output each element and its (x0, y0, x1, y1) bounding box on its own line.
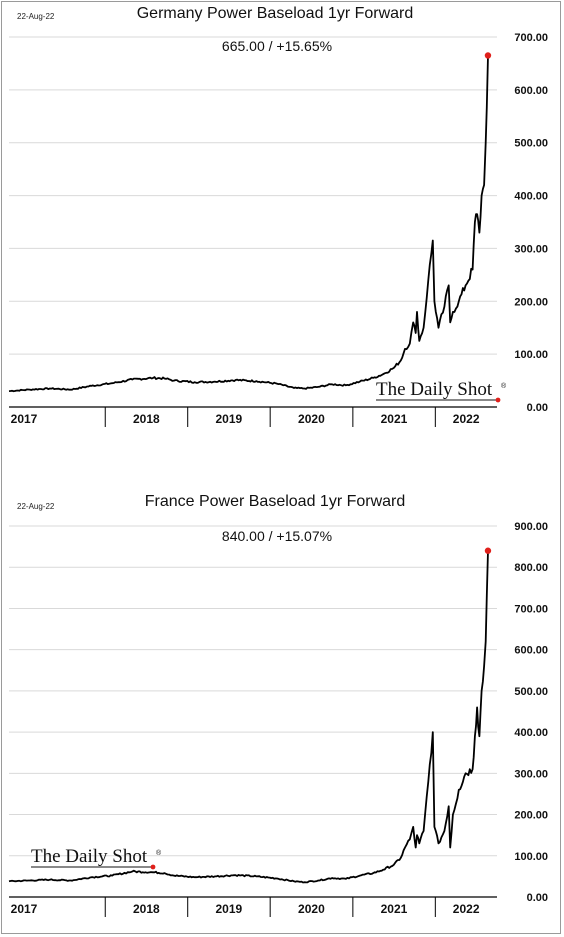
x-tick-label: 2020 (298, 902, 325, 916)
y-tick-label: 0.00 (527, 892, 548, 904)
y-tick-label: 200.00 (514, 810, 548, 822)
date-label: 22-Aug-22 (17, 502, 55, 511)
y-tick-label: 0.00 (527, 402, 548, 414)
x-tick-label: 2020 (298, 412, 325, 426)
y-tick-label: 300.00 (514, 243, 548, 255)
y-tick-label: 400.00 (514, 191, 548, 203)
series-line (8, 55, 489, 393)
last-value-marker (484, 547, 492, 554)
y-tick-label: 400.00 (514, 727, 548, 739)
logo-text: The Daily Shot (31, 846, 148, 867)
y-tick-label: 600.00 (514, 85, 548, 97)
y-tick-label: 500.00 (514, 138, 548, 150)
x-tick-label: 2017 (11, 902, 38, 916)
chart-title: Germany Power Baseload 1yr Forward (137, 5, 414, 22)
y-tick-label: 600.00 (514, 645, 548, 657)
x-tick-label: 2019 (215, 412, 242, 426)
logo-registered-mark: ® (156, 849, 162, 857)
x-tick-label: 2022 (453, 412, 480, 426)
last-value-marker (484, 52, 492, 59)
y-tick-label: 100.00 (514, 851, 548, 863)
chart-subtitle: 840.00 / +15.07% (222, 528, 332, 544)
x-tick-label: 2022 (453, 902, 480, 916)
x-tick-label: 2019 (215, 902, 242, 916)
x-tick-label: 2021 (381, 412, 408, 426)
y-tick-label: 200.00 (514, 296, 548, 308)
x-tick-label: 2021 (381, 902, 408, 916)
x-tick-label: 2017 (11, 412, 38, 426)
chart-title: France Power Baseload 1yr Forward (145, 493, 406, 510)
logo-text: The Daily Shot (376, 379, 493, 400)
y-tick-label: 900.00 (514, 521, 548, 533)
y-tick-label: 700.00 (514, 32, 548, 44)
y-tick-label: 700.00 (514, 603, 548, 615)
chart-subtitle: 665.00 / +15.65% (222, 38, 332, 54)
date-label: 22-Aug-22 (17, 12, 55, 21)
y-tick-label: 500.00 (514, 686, 548, 698)
y-tick-label: 300.00 (514, 768, 548, 780)
y-tick-label: 800.00 (514, 562, 548, 574)
y-tick-label: 100.00 (514, 349, 548, 361)
logo-dot (150, 864, 156, 870)
x-tick-label: 2018 (133, 412, 160, 426)
x-tick-label: 2018 (133, 902, 160, 916)
series-line (8, 550, 489, 884)
logo-registered-mark: ® (501, 382, 507, 390)
logo-dot (495, 397, 501, 403)
